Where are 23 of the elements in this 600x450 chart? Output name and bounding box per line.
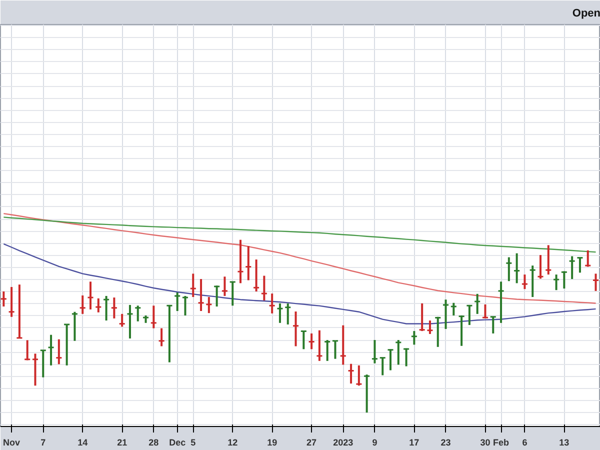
x-tick-label: 13 <box>559 438 570 448</box>
text: Open <box>572 8 600 20</box>
x-tick-label: 30 <box>480 438 490 448</box>
x-tick-label: 19 <box>267 438 278 448</box>
x-tick-label: 14 <box>78 438 88 448</box>
x-tick-label: 9 <box>372 438 378 448</box>
candlestick <box>386 348 394 372</box>
x-tick-label: 28 <box>148 438 159 448</box>
x-tick-label: Nov <box>3 438 20 448</box>
candlestick <box>536 254 544 280</box>
x-tick-label: 17 <box>409 438 420 448</box>
x-tick-label: 12 <box>228 438 238 448</box>
candlestick <box>86 280 94 310</box>
x-tick-label: 7 <box>40 438 46 448</box>
x-tick-label: 2023 <box>333 438 354 448</box>
x-tick-label: 5 <box>190 438 196 448</box>
x-tick-label: Feb <box>493 438 510 448</box>
x-tick-label: 27 <box>306 438 317 448</box>
x-tick-label: 23 <box>440 438 451 448</box>
candlestick <box>236 238 244 284</box>
x-tick-label: Dec <box>169 438 186 448</box>
x-tick-label: 6 <box>522 438 528 448</box>
x-tick-label: 21 <box>117 438 128 448</box>
